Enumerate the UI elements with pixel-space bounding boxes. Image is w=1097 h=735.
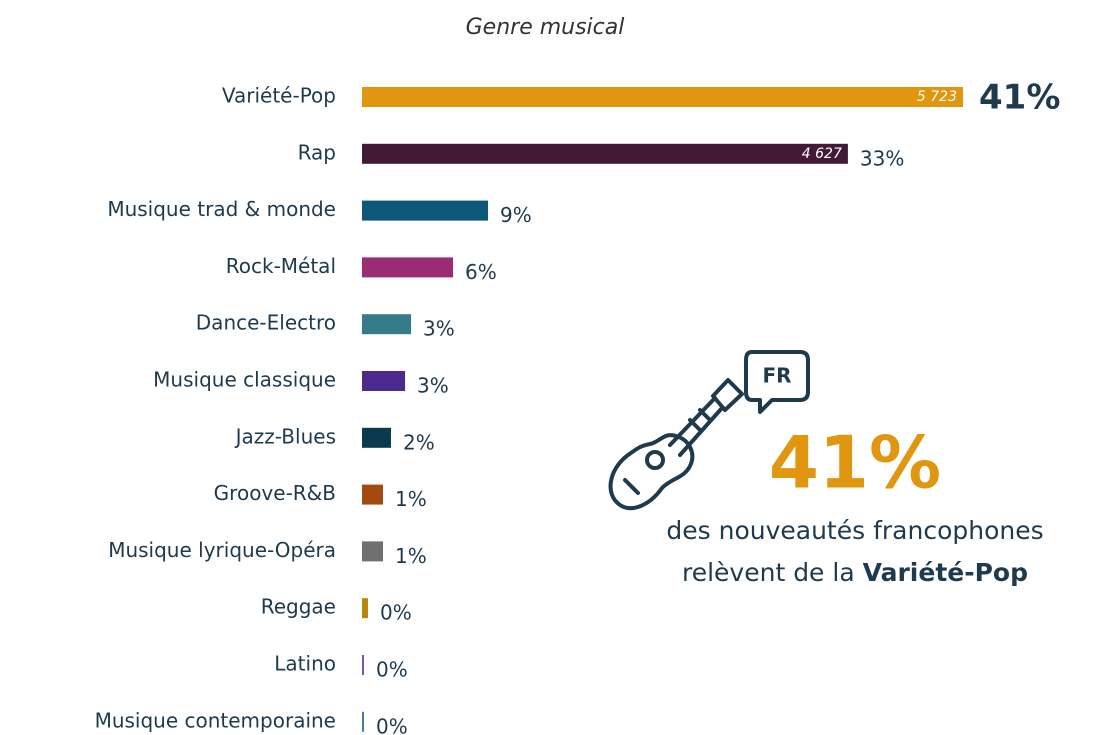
share-label: 0% [380,601,412,625]
share-label: 6% [465,260,497,284]
category-label: Variété-Pop [222,84,336,108]
callout-line: des nouveautés francophones [666,516,1043,545]
callout-value: 41% [769,421,941,505]
bar [362,371,406,391]
category-label: Reggae [261,595,336,619]
share-label: 41% [979,78,1060,118]
share-label: 1% [395,544,427,568]
bar [362,598,368,619]
share-label: 33% [860,146,904,170]
bar [362,143,848,164]
callout-text: relèvent de la [682,558,863,587]
category-label: Jazz-Blues [234,424,336,448]
bar [362,87,963,107]
category-label: Latino [274,652,336,676]
bar [362,314,412,335]
share-label: 2% [403,430,435,454]
callout-highlight: Variété-Pop [863,558,1028,587]
category-label: Dance-Electro [196,311,336,335]
callout-line: relèvent de la Variété-Pop [682,558,1028,587]
category-label: Rock-Métal [226,254,336,278]
guitar-icon [608,350,810,511]
bar [362,655,364,675]
share-label: 1% [395,487,427,511]
bar [362,541,384,562]
bar [362,200,489,221]
chart-title: Genre musical [466,15,625,40]
count-label: 5 723 [917,89,957,105]
category-label: Rap [298,140,336,164]
icon-label: FR [762,364,791,388]
share-label: 0% [376,714,408,735]
category-label: Musique classique [153,368,336,392]
share-label: 0% [376,658,408,682]
category-label: Groove-R&B [214,481,336,505]
bar [362,427,391,448]
category-label: Musique contemporaine [95,708,336,732]
bar [362,711,364,732]
category-label: Musique lyrique-Opéra [108,538,336,562]
bar [362,484,384,505]
share-label: 3% [423,317,455,341]
bar [362,257,454,278]
category-label: Musique trad & monde [107,197,336,221]
count-label: 4 627 [802,146,842,162]
share-label: 9% [500,203,532,227]
share-label: 3% [417,374,449,398]
